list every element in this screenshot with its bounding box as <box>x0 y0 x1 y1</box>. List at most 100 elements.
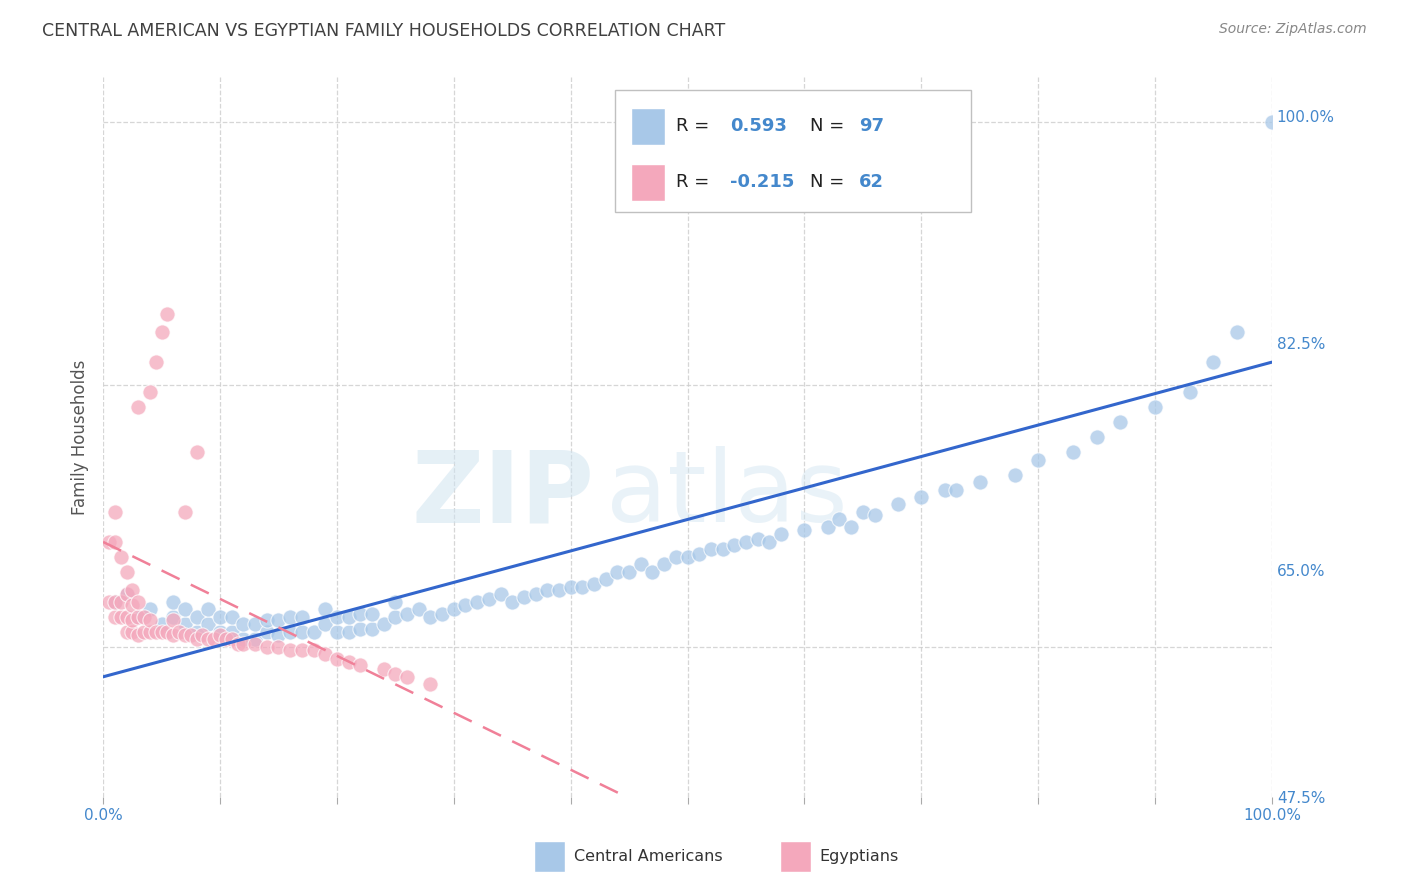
Point <box>226 637 249 651</box>
Text: 97: 97 <box>859 118 884 136</box>
Point <box>162 595 184 609</box>
Point <box>278 624 301 639</box>
Point <box>828 512 851 526</box>
Point <box>186 610 208 624</box>
Point <box>256 613 278 627</box>
Point <box>373 662 395 676</box>
Point <box>606 565 628 579</box>
Point <box>202 632 225 647</box>
Point <box>243 617 266 632</box>
Point <box>723 538 745 552</box>
Point <box>839 520 862 534</box>
Point <box>1202 355 1225 369</box>
Point <box>326 610 349 624</box>
Text: R =: R = <box>676 118 716 136</box>
Text: -0.215: -0.215 <box>730 173 794 191</box>
Point <box>1143 400 1166 414</box>
Point <box>156 624 179 639</box>
Point <box>489 587 512 601</box>
Point <box>256 640 278 654</box>
Point <box>910 490 932 504</box>
Point <box>221 610 243 624</box>
Y-axis label: Family Households: Family Households <box>72 359 89 515</box>
Point <box>162 613 184 627</box>
Point <box>630 558 652 572</box>
Point <box>1026 452 1049 467</box>
Point <box>186 445 208 459</box>
Point <box>665 549 688 564</box>
Point <box>430 607 453 621</box>
Point <box>1178 385 1201 400</box>
Point <box>945 483 967 497</box>
Point <box>349 657 371 672</box>
Point <box>758 535 780 549</box>
Point <box>110 610 132 624</box>
Point <box>127 610 149 624</box>
Point <box>419 677 441 691</box>
Point <box>571 580 593 594</box>
Point <box>232 632 254 647</box>
Point <box>361 607 384 621</box>
Point <box>700 542 723 557</box>
Point <box>676 549 699 564</box>
Point <box>291 610 314 624</box>
Point <box>419 610 441 624</box>
Point <box>793 523 815 537</box>
Point <box>652 558 675 572</box>
Point <box>115 565 138 579</box>
Point <box>150 617 173 632</box>
Point <box>191 628 214 642</box>
Point <box>291 643 314 657</box>
Point <box>139 613 162 627</box>
Point <box>174 628 197 642</box>
Text: ZIP: ZIP <box>411 446 593 543</box>
Point <box>863 508 886 522</box>
Point <box>174 505 197 519</box>
Point <box>501 595 523 609</box>
Point <box>132 610 155 624</box>
Point <box>221 632 243 647</box>
Point <box>156 307 179 321</box>
Point <box>1085 430 1108 444</box>
Point <box>408 602 430 616</box>
Point <box>384 595 406 609</box>
Point <box>104 595 127 609</box>
Point <box>186 624 208 639</box>
Point <box>167 624 190 639</box>
Point <box>337 655 360 669</box>
Point <box>243 637 266 651</box>
Point <box>110 549 132 564</box>
Point <box>513 591 536 605</box>
Point <box>1226 325 1249 339</box>
Point <box>536 582 558 597</box>
Point <box>1261 115 1284 129</box>
Point <box>127 628 149 642</box>
Point <box>132 624 155 639</box>
Point <box>197 617 219 632</box>
Text: N =: N = <box>810 173 851 191</box>
Point <box>934 483 956 497</box>
Point <box>115 610 138 624</box>
Point <box>302 643 325 657</box>
Point <box>735 535 758 549</box>
Point <box>769 527 792 541</box>
Point <box>711 542 734 557</box>
Point <box>139 385 162 400</box>
Point <box>395 670 418 684</box>
Text: Source: ZipAtlas.com: Source: ZipAtlas.com <box>1219 22 1367 37</box>
Point <box>232 617 254 632</box>
Point <box>121 598 143 612</box>
Point <box>180 628 202 642</box>
Point <box>887 498 910 512</box>
Text: Egyptians: Egyptians <box>820 849 898 864</box>
Point <box>98 535 121 549</box>
Point <box>104 535 127 549</box>
Point <box>524 587 547 601</box>
Point <box>208 624 231 639</box>
Point <box>582 577 605 591</box>
Point <box>115 587 138 601</box>
Point <box>361 622 384 636</box>
Point <box>98 595 121 609</box>
Point <box>384 666 406 681</box>
Point <box>443 602 465 616</box>
